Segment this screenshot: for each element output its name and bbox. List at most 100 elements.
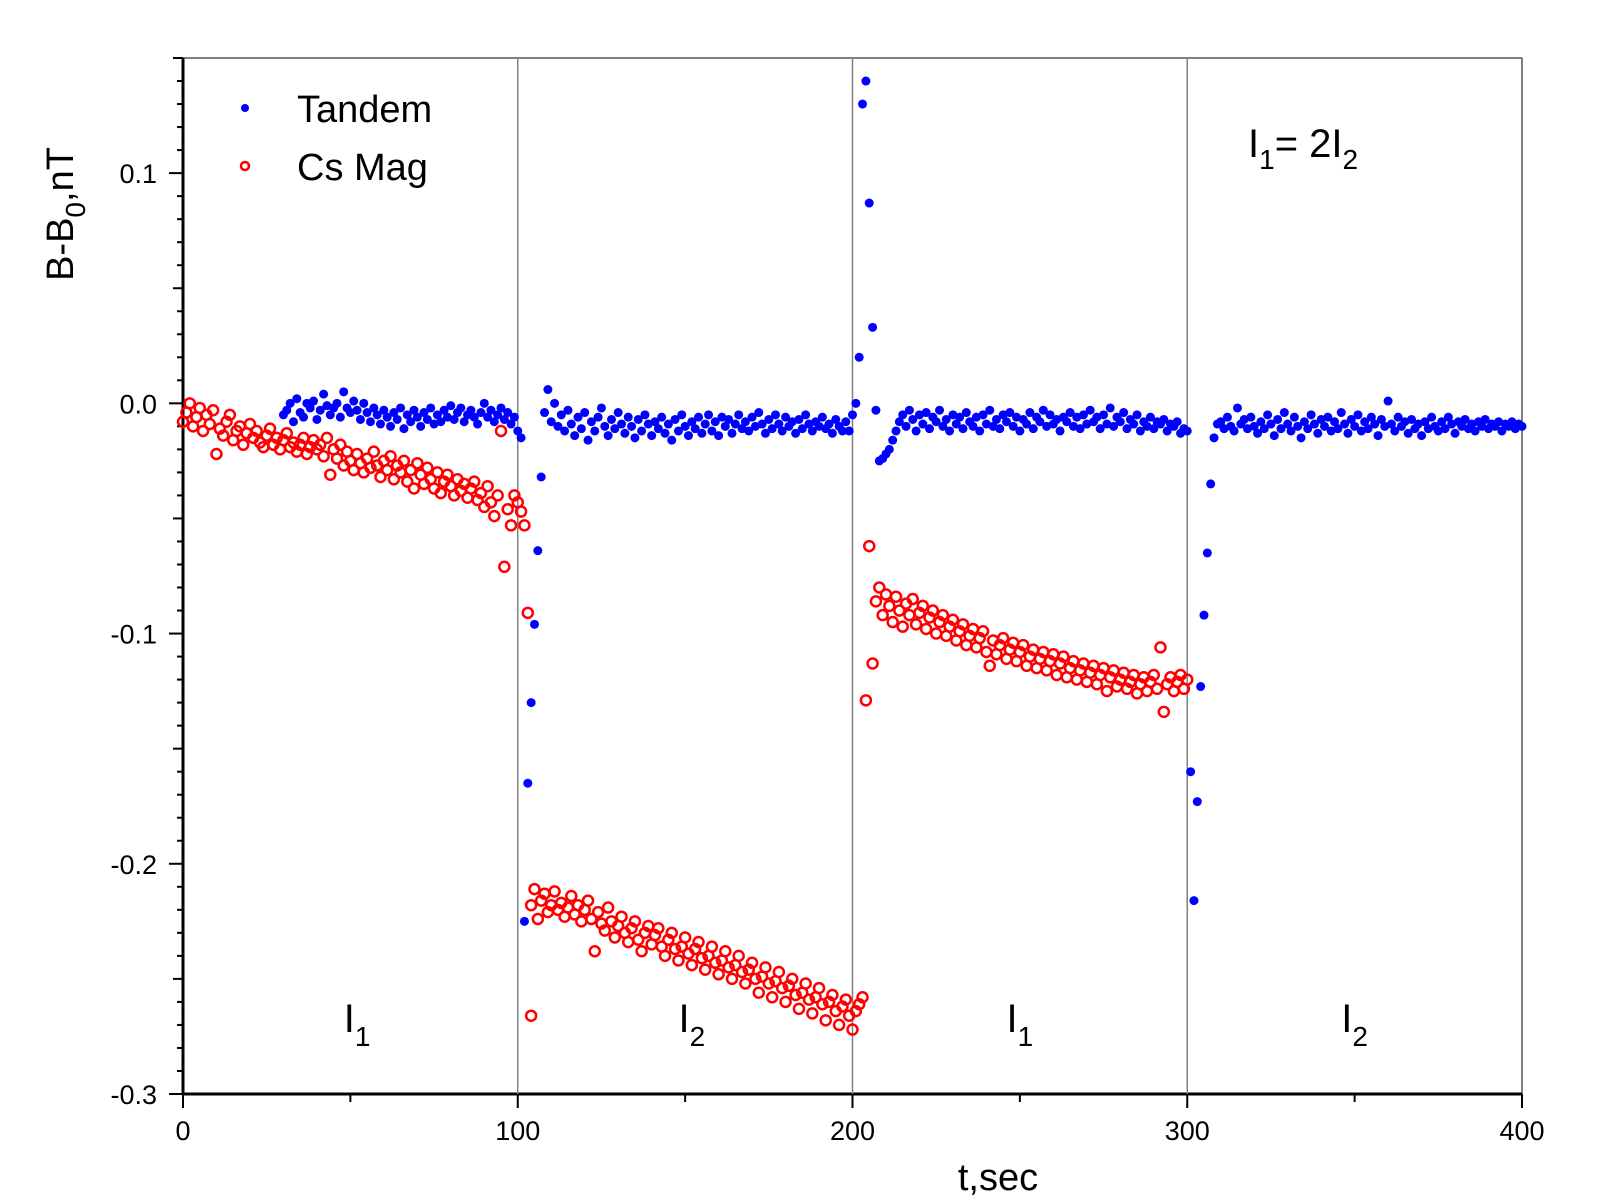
tandem-point (747, 412, 757, 422)
cs-mag-point (685, 958, 699, 972)
cs-mag-point (678, 931, 692, 944)
tandem-point (995, 424, 1005, 434)
tandem-point (1182, 426, 1192, 436)
tandem-point (386, 421, 396, 431)
tandem-point (841, 417, 851, 427)
tandem-point (365, 417, 375, 427)
cs-mag-point (956, 618, 970, 631)
cs-mag-point (1154, 641, 1167, 654)
tandem-point (968, 421, 978, 431)
cs-mag-point (213, 422, 227, 435)
cs-mag-point (491, 489, 504, 502)
tandem-point (714, 431, 724, 441)
tandem-point (603, 431, 613, 441)
cs-mag-point (518, 519, 531, 532)
cs-mag-point (401, 475, 414, 488)
tandem-point (704, 410, 714, 420)
cs-mag-point (772, 965, 786, 979)
tandem-point (516, 433, 526, 443)
cs-mag-point (220, 415, 233, 429)
tandem-point (1129, 419, 1139, 429)
tandem-point (1035, 417, 1045, 427)
tandem-point (1309, 419, 1319, 429)
tandem-point (1149, 424, 1159, 434)
tandem-point (1085, 405, 1095, 415)
tandem-point (456, 403, 466, 413)
cs-mag-point (876, 608, 889, 622)
tandem-point (1122, 424, 1132, 434)
tandem-point (777, 426, 787, 436)
tandem-point (332, 398, 342, 408)
tandem-point (1420, 417, 1430, 427)
tandem-point (349, 396, 359, 406)
cs-mag-point (397, 454, 411, 468)
tandem-point (1497, 426, 1507, 436)
tandem-point (640, 410, 650, 420)
cs-mag-point (183, 397, 196, 410)
tandem-point (335, 412, 345, 422)
tandem-point (1283, 419, 1293, 429)
tandem-point (931, 417, 941, 427)
tandem-point (1440, 424, 1450, 434)
cs-mag-point (662, 933, 675, 947)
cs-mag-point (1150, 682, 1164, 696)
tandem-point (978, 410, 988, 420)
tandem-point (1045, 410, 1055, 420)
cs-mag-point (196, 424, 210, 438)
tandem-point (720, 421, 730, 431)
tandem-point (1306, 410, 1316, 420)
tandem-point (961, 408, 971, 418)
cs-mag-point (324, 468, 337, 481)
tandem-point (630, 433, 640, 443)
tandem-point (1256, 417, 1266, 427)
cs-mag-point (407, 482, 421, 495)
tandem-point (576, 424, 586, 434)
cs-mag-point (1057, 650, 1070, 663)
tandem-point (1095, 424, 1105, 434)
tandem-point (854, 352, 864, 362)
cs-mag-point (243, 417, 257, 431)
tandem-point (797, 424, 807, 434)
tandem-point (325, 410, 335, 420)
tandem-point (727, 428, 737, 438)
cs-mag-point (698, 963, 712, 976)
tandem-point (1269, 431, 1279, 441)
cs-mag-point (973, 631, 986, 645)
tandem-point (1196, 682, 1206, 692)
legend-marker-tandem (241, 104, 249, 112)
cs-mag-point (688, 942, 702, 956)
cs-mag-point (481, 479, 494, 493)
tandem-point (1450, 428, 1460, 438)
tandem-point (757, 419, 767, 429)
tandem-point (817, 412, 827, 422)
cs-mag-point (789, 988, 802, 1002)
tandem-point (911, 426, 921, 436)
tandem-point (439, 405, 449, 415)
tandem-point (469, 412, 479, 422)
tandem-point (1373, 431, 1383, 441)
tandem-point (871, 405, 881, 415)
cs-mag-point (504, 519, 518, 532)
tandem-point (938, 421, 948, 431)
cs-mag-point (1016, 638, 1030, 652)
tandem-point (1132, 410, 1142, 420)
cs-mag-point (765, 991, 779, 1004)
tandem-point (694, 412, 704, 422)
x-tick-label: 400 (1499, 1116, 1544, 1146)
tandem-point (1266, 419, 1276, 429)
tandem-point (898, 410, 908, 420)
tandem-point (951, 419, 961, 429)
tandem-point (1119, 408, 1129, 418)
cs-mag-point (488, 509, 501, 523)
tandem-point (1062, 417, 1072, 427)
cs-mag-point (802, 993, 816, 1006)
tandem-point (730, 419, 740, 429)
cs-mag-point (1053, 657, 1067, 670)
tandem-point (312, 414, 322, 424)
tandem-point (372, 410, 382, 420)
tandem-point (1109, 421, 1119, 431)
tandem-point (1135, 426, 1145, 436)
tandem-point (1376, 414, 1386, 424)
cs-mag-point (411, 456, 424, 470)
